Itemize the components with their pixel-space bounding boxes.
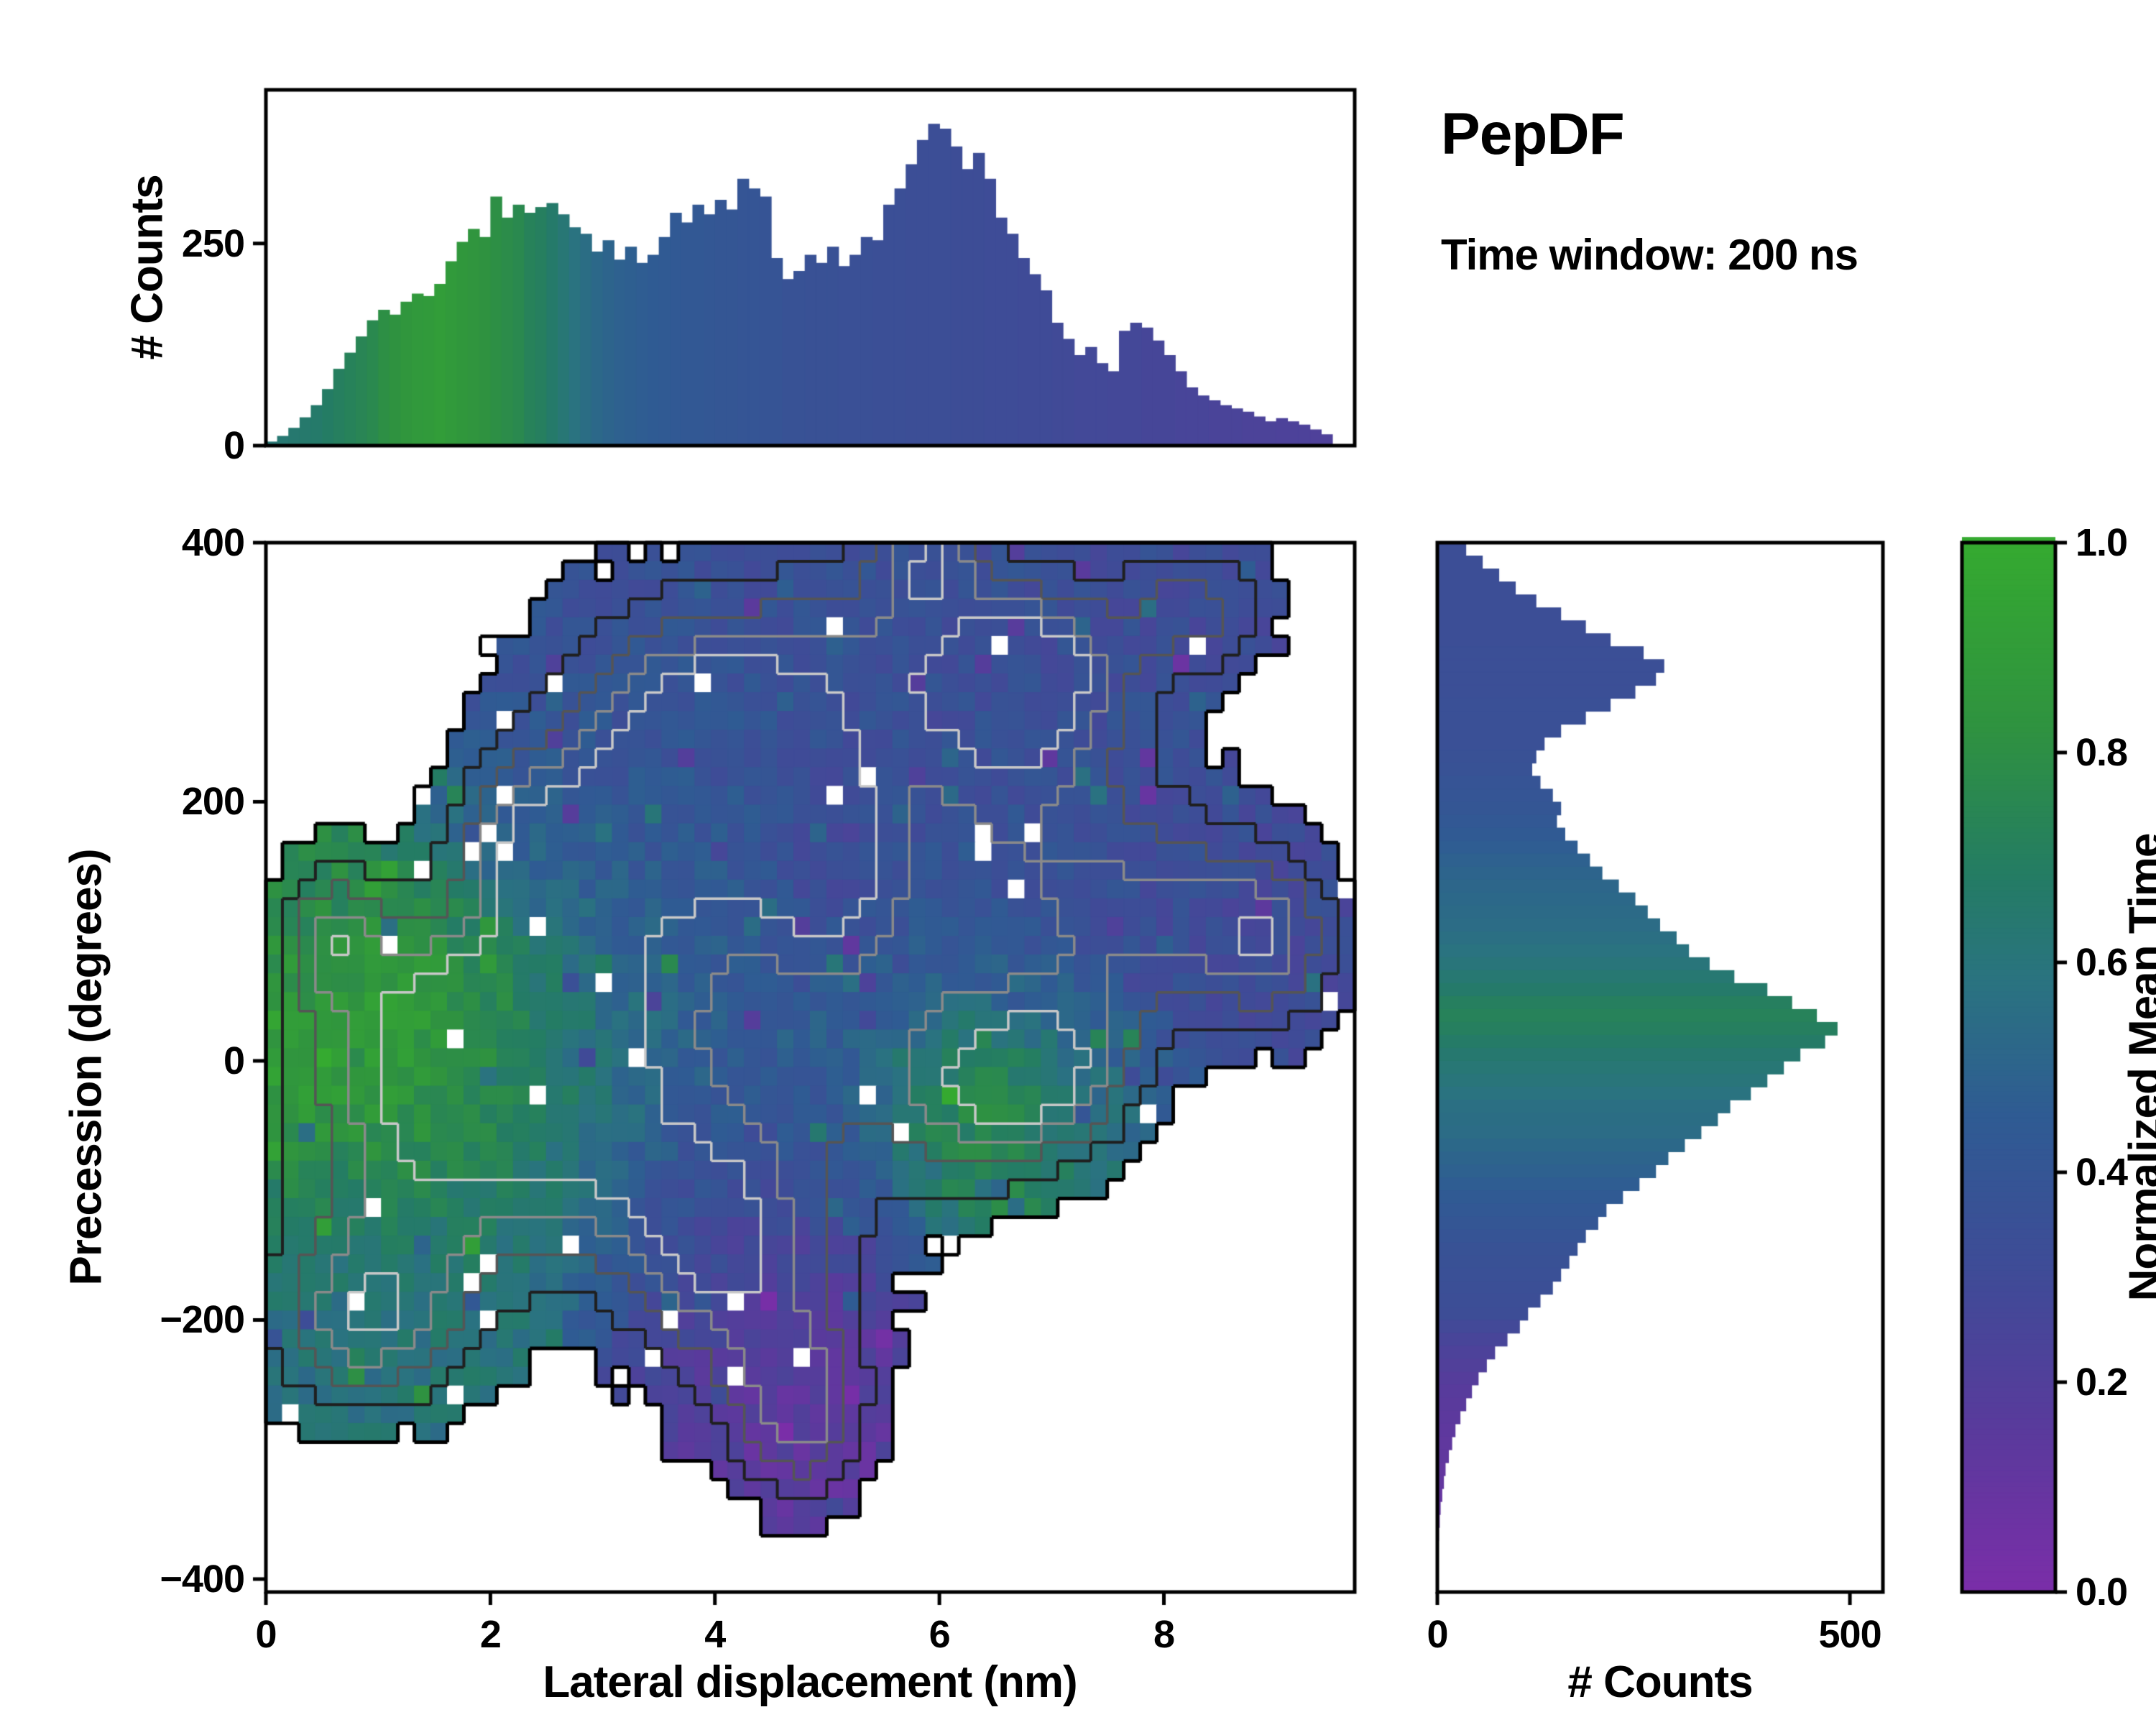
- tick-label: −200: [160, 1298, 245, 1342]
- right-hist-xlabel: # Counts: [1567, 1657, 1753, 1707]
- tick-label: 0.8: [2076, 731, 2128, 774]
- colorbar-label: Normalized Mean Time: [2120, 833, 2156, 1302]
- figure-subtitle: Time window: 200 ns: [1441, 231, 1858, 279]
- tick-label: 0: [255, 1613, 277, 1656]
- tick-label: 0.6: [2076, 941, 2128, 984]
- main-xlabel: Lateral displacement (nm): [543, 1657, 1077, 1707]
- tick-label: 200: [181, 780, 245, 824]
- tick-label: 250: [181, 221, 245, 265]
- tick-label: 0: [1427, 1613, 1448, 1656]
- tick-label: 0.2: [2076, 1361, 2128, 1404]
- main-ylabel: Precession (degrees): [61, 849, 111, 1286]
- top-hist-ylabel: # Counts: [122, 175, 172, 360]
- tick-label: −400: [160, 1557, 245, 1601]
- tick-label: 400: [181, 521, 245, 564]
- tick-label: 8: [1153, 1613, 1175, 1656]
- tick-label: 0.4: [2076, 1151, 2128, 1194]
- tick-label: 0: [223, 424, 245, 467]
- tick-label: 4: [704, 1613, 726, 1656]
- tick-label: 0: [223, 1039, 245, 1082]
- tick-label: 0.0: [2076, 1570, 2128, 1614]
- figure-title: PepDF: [1441, 101, 1625, 167]
- tick-label: 1.0: [2076, 521, 2128, 564]
- tick-label: 6: [929, 1613, 951, 1656]
- tick-label: 500: [1818, 1613, 1882, 1656]
- tick-label: 2: [479, 1613, 502, 1656]
